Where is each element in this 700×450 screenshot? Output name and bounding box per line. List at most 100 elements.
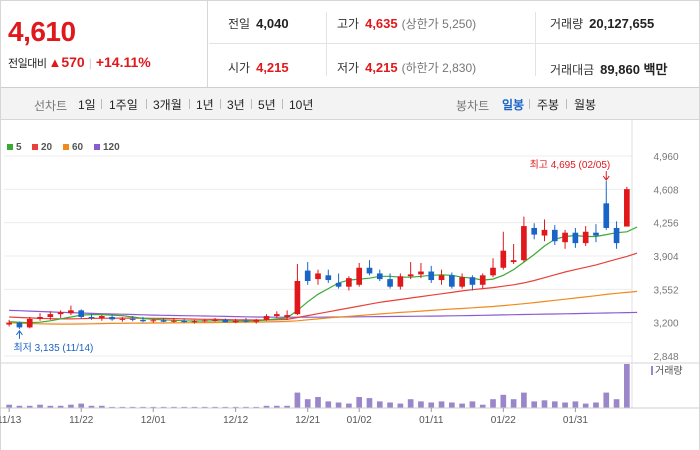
open-value: 4,215 [256, 60, 289, 75]
candle-body [407, 274, 414, 277]
legend-ma5: 5 [7, 142, 22, 153]
open-cell: 시가 4,215 [228, 59, 289, 76]
volume-bar [304, 399, 311, 408]
candle-weekly-button[interactable]: 주봉 [537, 98, 560, 112]
period-5y-button[interactable]: 5년 [258, 98, 276, 112]
volume-bar [418, 401, 424, 408]
volume-bar [551, 401, 558, 408]
x-tick-label: 11/13 [0, 415, 22, 426]
volume-value: 20,127,655 [589, 16, 655, 31]
toolbar-divider [101, 99, 102, 109]
upper-limit: (상한가 5,250) [401, 17, 477, 31]
candle-body [438, 275, 445, 281]
volume-bar [613, 399, 620, 408]
candle-body [531, 227, 538, 235]
ma60-line [9, 290, 638, 325]
legend-label: 5 [16, 142, 22, 153]
volume-bar [212, 406, 218, 408]
candle-body [418, 271, 424, 275]
candle-daily-button[interactable]: 일봉 [502, 98, 525, 112]
period-3y-button[interactable]: 3년 [227, 98, 245, 112]
candle-body [376, 273, 383, 280]
candle-body [582, 231, 589, 244]
y-tick-label: 3,552 [653, 285, 678, 296]
candle-body [232, 320, 239, 323]
volume-bar [98, 405, 105, 408]
volume-bar [16, 405, 23, 408]
period-10y-button[interactable]: 10년 [289, 98, 314, 112]
change-divider: | [88, 56, 92, 70]
period-1y-button[interactable]: 1년 [196, 98, 214, 112]
period-3m-button[interactable]: 3개월 [153, 98, 182, 112]
candle-body [562, 232, 568, 243]
candle-body [150, 320, 157, 322]
volume-bar [521, 392, 527, 408]
candle-monthly-button[interactable]: 월봉 [574, 98, 597, 112]
volume-bar [531, 401, 538, 408]
legend-ma120: 120 [94, 142, 120, 153]
volume-bar [191, 406, 198, 408]
candle-body [397, 276, 404, 287]
candle-body [490, 267, 496, 276]
volume-bar [253, 406, 260, 408]
period-1w-button[interactable]: 1주일 [109, 98, 138, 112]
legend-ma20: 20 [32, 142, 52, 153]
y-tick-label: 4,256 [653, 219, 678, 230]
candle-body [47, 314, 54, 317]
candle-body [387, 279, 393, 287]
candle-body [315, 273, 321, 280]
candle-body [119, 318, 126, 320]
candle-body [346, 278, 352, 287]
volume-bar [57, 405, 64, 408]
volume-bar [469, 401, 476, 408]
volume-bar [119, 406, 126, 408]
candle-body [273, 314, 280, 317]
y-tick-label: 4,960 [653, 152, 678, 163]
x-tick-label: 01/22 [491, 415, 516, 426]
volume-bar [232, 406, 239, 408]
high-arrow-head [602, 175, 610, 181]
candle-body [16, 322, 23, 328]
volume-bar [459, 403, 465, 408]
price-box: 4,610 전일대비 ▲570 | +14.11% [0, 0, 208, 87]
candle-body [572, 232, 579, 244]
open-label: 시가 [228, 61, 251, 75]
candle-body [263, 316, 270, 320]
toolbar-divider [566, 99, 567, 109]
low-value: 4,215 [365, 60, 398, 75]
ma20-line [9, 252, 638, 321]
prev-close-value: 4,040 [256, 16, 289, 31]
high-label: 고가 [337, 17, 360, 31]
volume-bar [284, 405, 290, 408]
candle-body [160, 320, 167, 322]
x-tick-label: 01/11 [419, 415, 444, 426]
candle-body [356, 267, 363, 285]
amount-label: 거래대금 [550, 63, 595, 77]
legend-swatch [32, 144, 38, 150]
candle-body [26, 318, 33, 328]
candle-body [500, 250, 507, 268]
candle-body [603, 203, 610, 228]
change-value: 570 [61, 54, 85, 70]
line-chart-label: 선차트 [34, 99, 68, 113]
change-rate: +14.11% [95, 54, 151, 70]
chart-toolbar: 선차트 1일 1주일 3개월 1년 3년 5년 10년 봉차트 일봉 주봉 월봉 [0, 88, 700, 120]
candle-body [335, 282, 342, 287]
candle-body [98, 316, 105, 318]
candle-body [37, 316, 43, 319]
x-tick-label: 11/22 [69, 415, 94, 426]
y-tick-label: 4,608 [653, 185, 678, 196]
candlestick-chart[interactable]: 4,960 4,608 4,256 3,904 3,552 3,200 2,848 거래량 11… [0, 120, 700, 450]
candle-body [171, 320, 177, 322]
volume-bar [562, 402, 568, 408]
volume-bar [376, 401, 383, 408]
volume-bar [366, 398, 373, 408]
candle-body [469, 277, 476, 285]
volume-bar [201, 406, 208, 408]
toolbar-divider [251, 99, 252, 109]
period-1d-button[interactable]: 1일 [78, 98, 96, 112]
volume-bar [541, 400, 548, 408]
volume-bar [37, 404, 43, 408]
candle-body [428, 271, 435, 281]
y-tick-label: 2,848 [653, 352, 678, 363]
